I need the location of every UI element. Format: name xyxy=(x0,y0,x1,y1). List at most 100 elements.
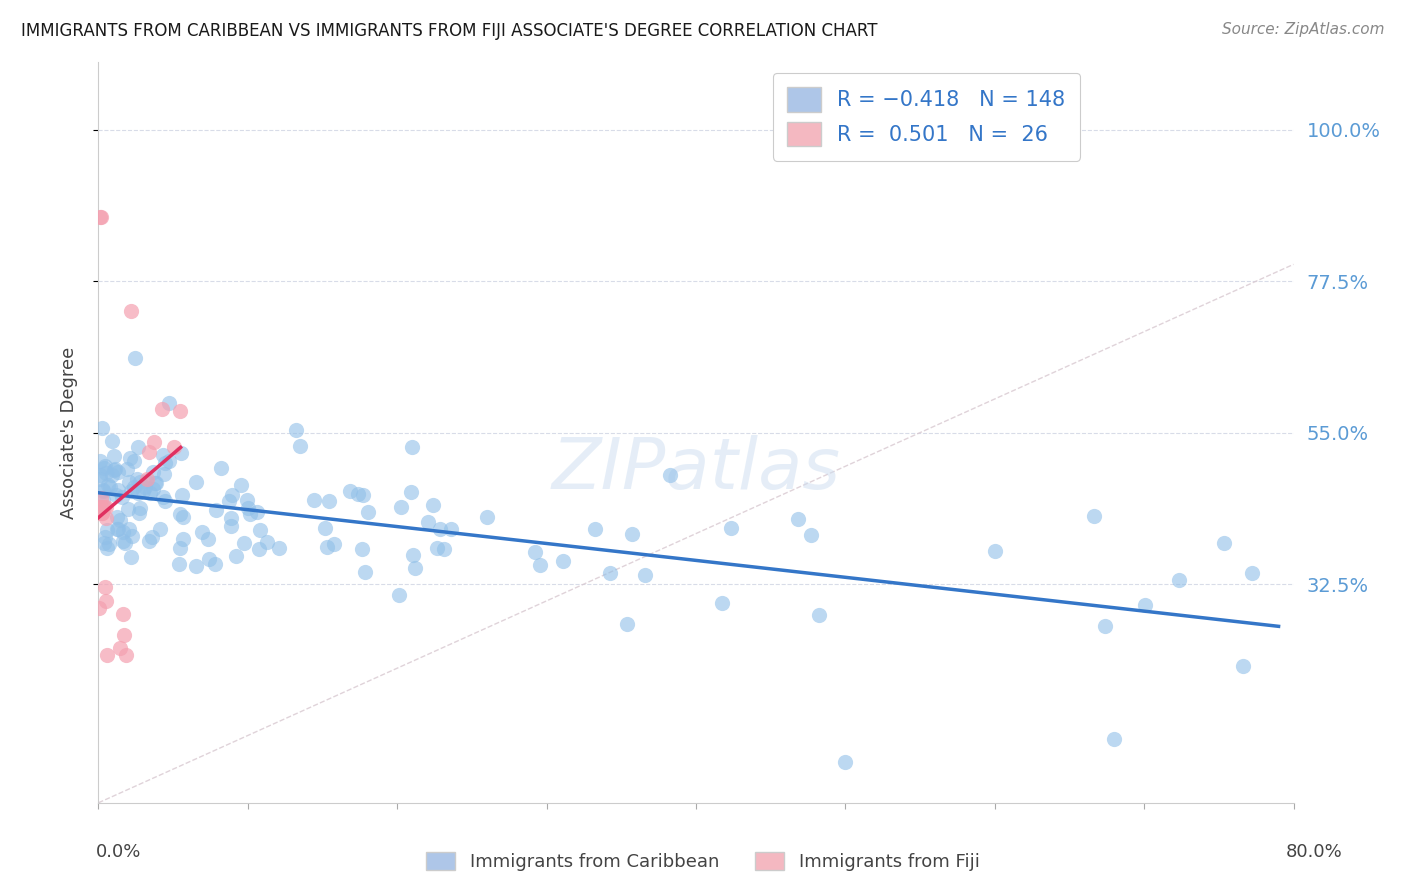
Point xyxy=(90,211,112,225)
Point xyxy=(127,485,149,500)
Point xyxy=(249,523,271,537)
Point xyxy=(139,486,162,500)
Point xyxy=(93,460,115,475)
Point xyxy=(219,511,242,525)
Point xyxy=(96,467,118,481)
Point xyxy=(107,483,129,497)
Point xyxy=(225,549,247,563)
Point xyxy=(834,756,856,770)
Point xyxy=(105,510,128,524)
Point xyxy=(184,475,207,489)
Point xyxy=(97,477,120,491)
Point xyxy=(416,516,439,530)
Point xyxy=(94,581,117,595)
Point xyxy=(247,542,270,557)
Point xyxy=(284,424,307,438)
Legend: Immigrants from Caribbean, Immigrants from Fiji: Immigrants from Caribbean, Immigrants fr… xyxy=(419,845,987,879)
Point xyxy=(91,484,114,499)
Point xyxy=(169,541,191,555)
Point xyxy=(117,502,139,516)
Point xyxy=(170,446,193,460)
Point xyxy=(115,462,138,476)
Point xyxy=(323,537,346,551)
Point xyxy=(121,529,143,543)
Point xyxy=(89,472,111,486)
Point xyxy=(197,532,219,546)
Point xyxy=(553,553,575,567)
Point xyxy=(93,536,115,550)
Text: ZIPatlas: ZIPatlas xyxy=(551,435,841,504)
Point xyxy=(96,541,118,556)
Point xyxy=(118,522,141,536)
Point xyxy=(402,548,425,562)
Point xyxy=(112,607,135,622)
Point xyxy=(108,513,131,527)
Point xyxy=(89,500,111,514)
Point xyxy=(401,440,423,454)
Point xyxy=(1104,731,1126,746)
Point xyxy=(787,512,810,526)
Point xyxy=(290,439,312,453)
Point xyxy=(172,509,194,524)
Point xyxy=(440,522,463,536)
Point xyxy=(475,510,498,524)
Point xyxy=(314,521,336,535)
Point xyxy=(120,304,142,318)
Point xyxy=(107,465,129,479)
Point xyxy=(1094,618,1116,632)
Point xyxy=(184,558,207,573)
Point xyxy=(218,494,240,508)
Point xyxy=(107,522,129,536)
Text: 0.0%: 0.0% xyxy=(96,843,141,861)
Point xyxy=(89,468,111,483)
Point xyxy=(157,453,180,467)
Point xyxy=(219,519,242,533)
Point xyxy=(134,480,156,494)
Point xyxy=(122,480,145,494)
Point xyxy=(172,532,194,546)
Point xyxy=(167,557,190,571)
Point xyxy=(122,454,145,468)
Point xyxy=(153,456,176,470)
Point xyxy=(426,541,449,555)
Point xyxy=(129,500,152,515)
Point xyxy=(96,524,118,538)
Point xyxy=(197,552,219,566)
Point xyxy=(103,463,125,477)
Point xyxy=(190,524,212,539)
Point xyxy=(352,542,374,557)
Point xyxy=(91,507,114,521)
Point xyxy=(98,537,121,551)
Point xyxy=(422,498,444,512)
Point xyxy=(169,507,191,521)
Point xyxy=(103,449,125,463)
Point xyxy=(145,476,167,491)
Point xyxy=(523,545,546,559)
Point xyxy=(152,448,174,462)
Point xyxy=(131,483,153,498)
Point xyxy=(209,461,232,475)
Point xyxy=(256,534,278,549)
Point xyxy=(105,488,128,502)
Point xyxy=(149,522,172,536)
Point xyxy=(357,505,380,519)
Point xyxy=(94,594,117,608)
Point xyxy=(90,500,112,514)
Point xyxy=(232,535,254,549)
Point xyxy=(91,483,114,497)
Point xyxy=(89,454,111,468)
Point xyxy=(112,524,135,539)
Point xyxy=(1232,659,1254,673)
Text: IMMIGRANTS FROM CARIBBEAN VS IMMIGRANTS FROM FIJI ASSOCIATE'S DEGREE CORRELATION: IMMIGRANTS FROM CARIBBEAN VS IMMIGRANTS … xyxy=(21,22,877,40)
Point xyxy=(138,445,160,459)
Point xyxy=(404,561,426,575)
Point xyxy=(115,648,138,662)
Point xyxy=(90,491,112,505)
Point xyxy=(720,521,742,535)
Point xyxy=(143,476,166,491)
Point xyxy=(221,487,243,501)
Point xyxy=(128,506,150,520)
Point xyxy=(96,648,118,662)
Point xyxy=(710,596,733,610)
Point xyxy=(983,544,1005,558)
